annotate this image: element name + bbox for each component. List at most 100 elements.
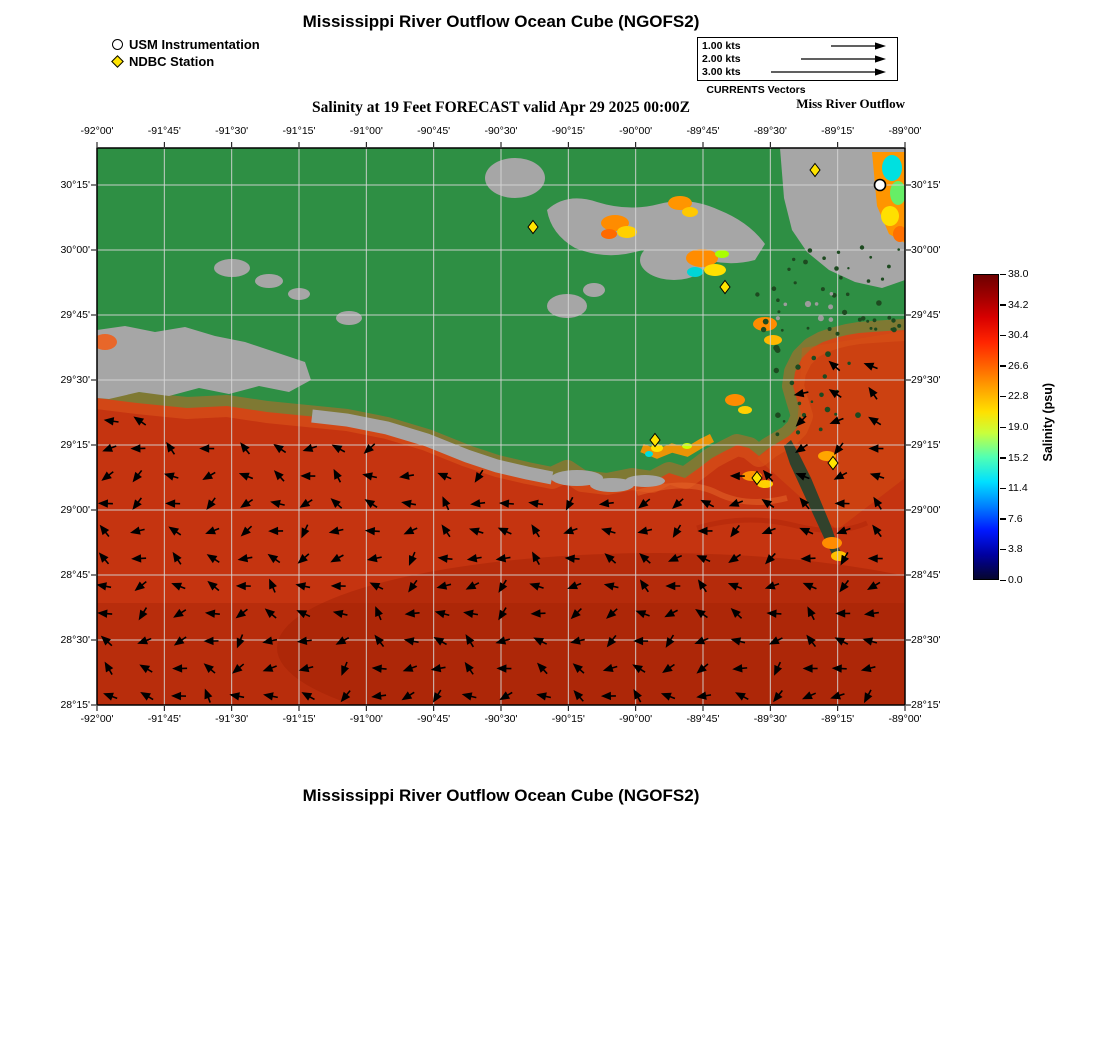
colorbar-tick [1000, 395, 1006, 398]
vector-legend-row-3: 3.00 kts [702, 66, 893, 78]
x-axis-tick-bottom: -89°00' [888, 713, 922, 725]
y-axis-tick-right: 30°00' [911, 244, 941, 256]
station-markers [527, 162, 887, 486]
colorbar-tick-label: 11.4 [1008, 482, 1028, 495]
salinity-swirl [636, 482, 788, 505]
y-axis-tick-right: 29°30' [911, 374, 941, 386]
colorbar-tick-label: 7.6 [1008, 512, 1023, 525]
colorbar-tick-label: 0.0 [1008, 574, 1023, 586]
y-axis-tick-right: 28°45' [911, 569, 941, 581]
y-axis-tick-left: 28°15' [60, 699, 90, 711]
colorbar [973, 274, 999, 580]
vector-arrow-2kt-icon [801, 55, 886, 63]
legend-label-usm: USM Instrumentation [129, 37, 260, 52]
salinity-swirl [696, 517, 868, 533]
colorbar-tick [1000, 457, 1006, 459]
colorbar-tick-label: 30.4 [1008, 329, 1029, 342]
current-vector-field [97, 360, 885, 704]
colorbar-tick-label: 34.2 [1008, 298, 1029, 311]
colorbar-tick-label: 19.0 [1008, 421, 1029, 433]
usm-circle-icon [112, 39, 123, 50]
x-axis-tick-top: -89°30' [753, 125, 787, 137]
x-axis-tick-top: -90°15' [551, 125, 585, 137]
x-axis-tick-top: -90°00' [619, 125, 653, 137]
colorbar-tick [1000, 334, 1006, 337]
x-axis-tick-top: -90°30' [484, 125, 518, 137]
y-axis-tick-left: 28°45' [60, 569, 90, 581]
currents-vector-legend-box: 1.00 kts 2.00 kts 3.00 kts [697, 37, 898, 81]
x-axis-tick-bottom: -91°00' [349, 713, 383, 725]
y-axis-tick-right: 29°45' [911, 309, 941, 321]
ndbc-station-marker [827, 455, 839, 471]
x-axis-tick-bottom: -90°30' [484, 713, 518, 725]
vector-legend-row-2: 2.00 kts [702, 53, 893, 65]
map-layers [97, 148, 905, 705]
land-masses [97, 148, 905, 560]
map-frame [96, 147, 906, 706]
colorbar-tick [1000, 273, 1006, 275]
colorbar-tick-label: 26.6 [1008, 359, 1029, 372]
x-axis-tick-top: -91°15' [282, 125, 316, 137]
x-axis-tick-top: -91°00' [349, 125, 383, 137]
x-axis-tick-top: -90°45' [417, 125, 451, 137]
colorbar-tick-label: 38.0 [1008, 268, 1029, 280]
colorbar-tick-label: 22.8 [1008, 390, 1029, 403]
y-axis-tick-left: 30°15' [60, 179, 90, 191]
vector-speed-label: 3.00 kts [702, 66, 741, 78]
x-axis-tick-bottom: -91°15' [282, 713, 316, 725]
vector-speed-label: 2.00 kts [702, 53, 741, 65]
x-axis-tick-bottom: -90°45' [417, 713, 451, 725]
vector-arrow-1kt-icon [831, 42, 886, 50]
y-axis-tick-left: 29°00' [60, 504, 90, 516]
y-axis-tick-left: 29°30' [60, 374, 90, 386]
x-axis-tick-top: -89°15' [821, 125, 855, 137]
x-axis-tick-top: -89°00' [888, 125, 922, 137]
x-axis-tick-bottom: -89°45' [686, 713, 720, 725]
colorbar-tick [1000, 365, 1006, 367]
ndbc-station-marker [527, 219, 539, 235]
x-axis-tick-bottom: -90°00' [619, 713, 653, 725]
ndbc-station-marker [649, 432, 661, 448]
x-axis-tick-top: -92°00' [80, 125, 114, 137]
colorbar-tick [1000, 518, 1006, 520]
currents-vectors-caption: CURRENTS Vectors [706, 84, 806, 96]
symbol-legend: USM Instrumentation NDBC Station [111, 36, 260, 70]
footer-title: Mississippi River Outflow Ocean Cube (NG… [302, 786, 700, 805]
ndbc-station-marker [751, 470, 763, 486]
x-axis-tick-top: -91°30' [215, 125, 249, 137]
colorbar-tick-label: 15.2 [1008, 451, 1029, 464]
legend-item-ndbc: NDBC Station [111, 53, 260, 70]
legend-item-usm: USM Instrumentation [112, 36, 260, 53]
y-axis-tick-left: 29°15' [60, 439, 90, 451]
marsh-speckles [755, 245, 902, 437]
x-axis-tick-bottom: -91°45' [147, 713, 181, 725]
y-axis-tick-left: 30°00' [60, 244, 90, 256]
y-axis-tick-right: 28°15' [911, 699, 941, 711]
y-axis-tick-right: 29°00' [911, 504, 941, 516]
map-subtitle: Salinity at 19 Feet FORECAST valid Apr 2… [312, 99, 690, 116]
usm-station-marker [873, 178, 887, 192]
colorbar-tick [1000, 426, 1006, 428]
salinity-map [91, 142, 911, 711]
vector-speed-label: 1.00 kts [702, 40, 741, 52]
legend-label-ndbc: NDBC Station [129, 54, 215, 69]
ndbc-station-marker [719, 279, 731, 295]
colorbar-tick-label: 3.8 [1008, 543, 1023, 556]
x-axis-tick-bottom: -89°15' [821, 713, 855, 725]
x-axis-tick-bottom: -89°30' [753, 713, 787, 725]
x-axis-tick-top: -91°45' [147, 125, 181, 137]
y-axis-tick-left: 29°45' [60, 309, 90, 321]
ndbc-diamond-icon [111, 55, 124, 68]
y-axis-tick-right: 29°15' [911, 439, 941, 451]
colorbar-tick [1000, 579, 1006, 581]
x-axis-tick-bottom: -91°30' [215, 713, 249, 725]
colorbar-tick [1000, 487, 1006, 490]
vector-legend-row-1: 1.00 kts [702, 40, 893, 52]
page-title: Mississippi River Outflow Ocean Cube (NG… [302, 12, 700, 31]
y-axis-tick-right: 30°15' [911, 179, 941, 191]
axis-tick-marks [91, 142, 911, 711]
x-axis-tick-bottom: -90°15' [551, 713, 585, 725]
breton-sound-shade [757, 331, 905, 530]
y-axis-tick-left: 28°30' [60, 634, 90, 646]
